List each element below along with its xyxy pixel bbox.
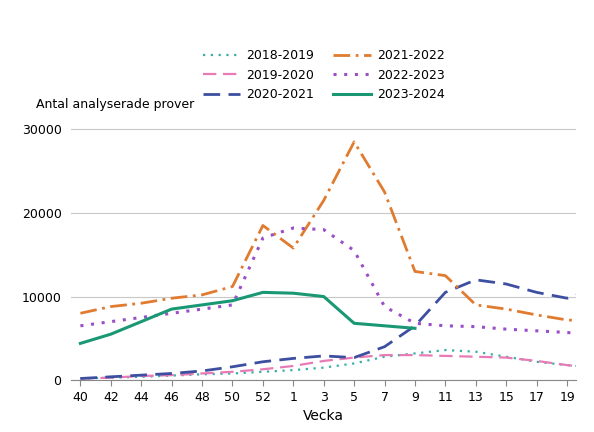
Text: Antal analyserade prover: Antal analyserade prover xyxy=(36,98,194,111)
Legend: 2018-2019, 2019-2020, 2020-2021, 2021-2022, 2022-2023, 2023-2024: 2018-2019, 2019-2020, 2020-2021, 2021-20… xyxy=(203,49,445,101)
X-axis label: Vecka: Vecka xyxy=(303,409,345,423)
